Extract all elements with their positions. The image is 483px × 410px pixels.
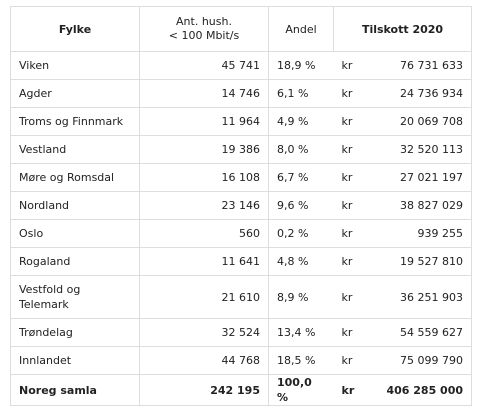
fylke-cell: Innlandet (10, 346, 140, 375)
andel-cell: 18,5 % (268, 346, 334, 375)
fylke-cell: Troms og Finnmark (10, 107, 140, 136)
ant-hush-cell: 14 746 (139, 79, 269, 108)
table-row: Vestland 19 386 8,0 % kr 32 520 113 (10, 135, 473, 164)
andel-cell: 13,4 % (268, 318, 334, 347)
kr-cell: kr (333, 135, 369, 164)
tilskott-cell: 76 731 633 (368, 51, 473, 80)
total-andel: 100,0 % (268, 374, 334, 406)
total-kr: kr (333, 374, 369, 406)
kr-cell: kr (333, 191, 369, 220)
total-row: Noreg samla 242 195 100,0 % kr 406 285 0… (10, 374, 473, 406)
tilskott-table: Fylke Ant. hush. < 100 Mbit/s Andel Tils… (10, 6, 473, 406)
kr-cell: kr (333, 51, 369, 80)
fylke-cell: Viken (10, 51, 140, 80)
andel-cell: 4,8 % (268, 247, 334, 276)
ant-hush-cell: 23 146 (139, 191, 269, 220)
tilskott-cell: 24 736 934 (368, 79, 473, 108)
tilskott-cell: 36 251 903 (368, 275, 473, 319)
table-row: Troms og Finnmark 11 964 4,9 % kr 20 069 708 (10, 107, 473, 136)
header-fylke: Fylke (10, 6, 140, 52)
table-row: Nordland 23 146 9,6 % kr 38 827 029 (10, 191, 473, 220)
total-fylke: Noreg samla (10, 374, 140, 406)
tilskott-cell: 38 827 029 (368, 191, 473, 220)
header-row: Fylke Ant. hush. < 100 Mbit/s Andel Tils… (10, 6, 473, 52)
total-tilskott: 406 285 000 (368, 374, 473, 406)
kr-cell: kr (333, 318, 369, 347)
header-ant-hush: Ant. hush. < 100 Mbit/s (139, 6, 269, 52)
table-body: Viken 45 741 18,9 % kr 76 731 633 Agder 14 746… (10, 51, 473, 375)
ant-hush-cell: 21 610 (139, 275, 269, 319)
andel-cell: 6,7 % (268, 163, 334, 192)
header-andel: Andel (268, 6, 334, 52)
table-row: Viken 45 741 18,9 % kr 76 731 633 (10, 51, 473, 80)
andel-cell: 9,6 % (268, 191, 334, 220)
andel-cell: 8,9 % (268, 275, 334, 319)
kr-cell: kr (333, 346, 369, 375)
table-row: Oslo 560 0,2 % kr 939 255 (10, 219, 473, 248)
kr-cell: kr (333, 79, 369, 108)
ant-hush-cell: 16 108 (139, 163, 269, 192)
tilskott-cell: 54 559 627 (368, 318, 473, 347)
table-row: Trøndelag 32 524 13,4 % kr 54 559 627 (10, 318, 473, 347)
andel-cell: 8,0 % (268, 135, 334, 164)
kr-cell: kr (333, 107, 369, 136)
fylke-cell: Vestland (10, 135, 140, 164)
kr-cell: kr (333, 219, 369, 248)
andel-cell: 6,1 % (268, 79, 334, 108)
ant-hush-cell: 19 386 (139, 135, 269, 164)
andel-cell: 18,9 % (268, 51, 334, 80)
tilskott-cell: 32 520 113 (368, 135, 473, 164)
tilskott-cell: 27 021 197 (368, 163, 473, 192)
fylke-cell: Møre og Romsdal (10, 163, 140, 192)
andel-cell: 4,9 % (268, 107, 334, 136)
table-header: Fylke Ant. hush. < 100 Mbit/s Andel Tils… (10, 6, 473, 52)
ant-hush-cell: 45 741 (139, 51, 269, 80)
fylke-cell: Agder (10, 79, 140, 108)
table-row: Rogaland 11 641 4,8 % kr 19 527 810 (10, 247, 473, 276)
kr-cell: kr (333, 163, 369, 192)
fylke-cell: Rogaland (10, 247, 140, 276)
ant-hush-cell: 44 768 (139, 346, 269, 375)
fylke-cell: Trøndelag (10, 318, 140, 347)
table-row: Møre og Romsdal 16 108 6,7 % kr 27 021 197 (10, 163, 473, 192)
fylke-cell: Nordland (10, 191, 140, 220)
header-ant-line1: Ant. hush. (176, 15, 232, 28)
table-row: Innlandet 44 768 18,5 % kr 75 099 790 (10, 346, 473, 375)
ant-hush-cell: 11 641 (139, 247, 269, 276)
fylke-cell: Oslo (10, 219, 140, 248)
tilskott-table-container: Fylke Ant. hush. < 100 Mbit/s Andel Tils… (10, 6, 473, 406)
ant-hush-cell: 32 524 (139, 318, 269, 347)
tilskott-cell: 939 255 (368, 219, 473, 248)
total-ant: 242 195 (139, 374, 269, 406)
table-footer: Noreg samla 242 195 100,0 % kr 406 285 0… (10, 374, 473, 406)
header-ant-line2: < 100 Mbit/s (168, 29, 240, 42)
tilskott-cell: 19 527 810 (368, 247, 473, 276)
kr-cell: kr (333, 247, 369, 276)
tilskott-cell: 20 069 708 (368, 107, 473, 136)
andel-cell: 0,2 % (268, 219, 334, 248)
ant-hush-cell: 560 (139, 219, 269, 248)
tilskott-cell: 75 099 790 (368, 346, 473, 375)
fylke-cell: Vestfold og Telemark (10, 275, 140, 319)
table-row: Vestfold og Telemark 21 610 8,9 % kr 36 251 … (10, 275, 473, 319)
ant-hush-cell: 11 964 (139, 107, 269, 136)
header-tilskott: Tilskott 2020 (332, 6, 473, 52)
kr-cell: kr (333, 275, 369, 319)
table-row: Agder 14 746 6,1 % kr 24 736 934 (10, 79, 473, 108)
